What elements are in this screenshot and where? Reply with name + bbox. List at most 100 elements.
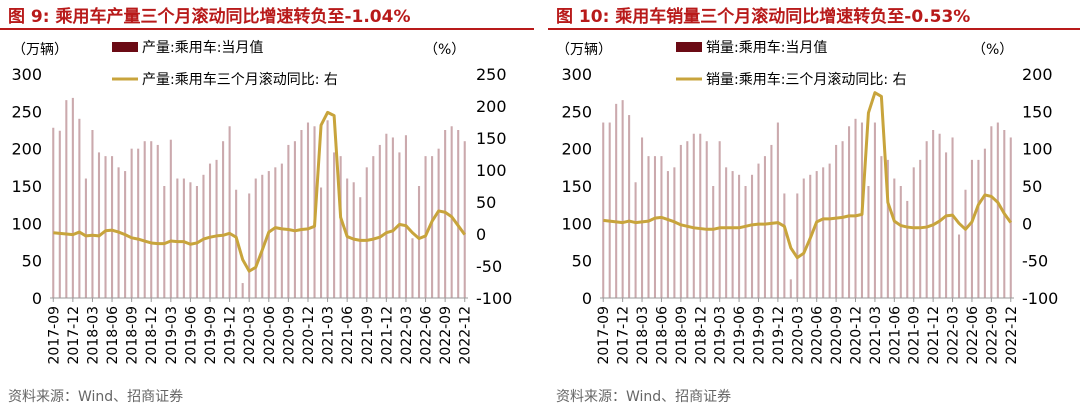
bar (222, 141, 225, 298)
x-tick-label: 2019-06 (732, 306, 748, 365)
bar (391, 137, 394, 298)
left-axis-tick-label: 0 (582, 289, 592, 308)
bar (776, 122, 779, 299)
bar (906, 200, 909, 298)
x-tick-label: 2020-09 (829, 306, 845, 365)
bar (796, 193, 799, 298)
chart-title: 图 10: 乘用车销量三个月滚动同比增速转负至-0.53% (556, 7, 971, 27)
bar (300, 130, 303, 298)
bar (254, 178, 257, 298)
right-axis-tick-label: -50 (1022, 252, 1048, 271)
bar (802, 178, 805, 298)
bar (52, 127, 55, 298)
bar (202, 174, 205, 298)
bar (990, 126, 993, 299)
bar (738, 174, 741, 298)
bar (725, 167, 728, 298)
bar (718, 141, 721, 298)
left-axis-tick-label: 200 (11, 140, 42, 159)
left-axis-tick-label: 100 (11, 214, 42, 233)
legend-bar-label: 产量:乘用车:当月值 (142, 39, 263, 56)
bar (647, 156, 650, 298)
bar (750, 174, 754, 298)
x-tick-label: 2020-03 (790, 306, 806, 365)
left-axis-tick-label: 50 (22, 252, 42, 271)
left-axis-tick-label: 150 (561, 177, 592, 196)
bar (306, 122, 310, 299)
x-tick-label: 2017-12 (616, 306, 632, 365)
left-axis-tick-label: 200 (561, 140, 592, 159)
right-axis-tick-label: 0 (476, 225, 486, 244)
bar (886, 159, 889, 298)
x-tick-label: 2019-12 (771, 306, 787, 365)
bar (208, 163, 212, 298)
bar (385, 133, 388, 298)
bar (235, 189, 238, 298)
bar (169, 139, 172, 298)
x-tick-label: 2021-03 (868, 306, 884, 365)
bar (274, 167, 277, 298)
x-tick-label: 2018-03 (635, 306, 651, 365)
bar (822, 167, 825, 298)
legend-bar-swatch (676, 42, 702, 52)
x-tick-label: 2019-09 (203, 306, 219, 365)
bar (1009, 137, 1012, 298)
bar (945, 152, 948, 298)
bar (835, 144, 838, 298)
bar (628, 115, 631, 298)
x-tick-label: 2018-06 (105, 306, 121, 365)
bar (130, 148, 133, 298)
x-tick-label: 2021-06 (887, 306, 903, 365)
x-tick-label: 2020-03 (242, 306, 258, 365)
bar (977, 159, 980, 298)
title-rule (548, 28, 1080, 30)
bar (104, 156, 107, 298)
bar (91, 130, 94, 298)
legend-line-label: 产量:乘用车三个月滚动同比: 右 (142, 71, 338, 88)
bar (848, 126, 851, 299)
x-tick-label: 2017-09 (596, 306, 612, 365)
right-axis-tick-label: 100 (476, 161, 507, 180)
x-tick-label: 2022-03 (946, 306, 962, 365)
right-axis-tick-label: 150 (476, 129, 507, 148)
legend-bar-label: 销量:乘用车:当月值 (706, 39, 827, 56)
x-tick-label: 2020-12 (301, 306, 317, 365)
bar (692, 133, 695, 298)
bar (615, 103, 618, 298)
bar (65, 100, 68, 298)
x-tick-label: 2019-12 (223, 306, 239, 365)
bar (653, 156, 657, 298)
left-axis-tick-label: 250 (561, 102, 592, 121)
bar (679, 144, 682, 298)
right-axis-tick-label: 50 (476, 193, 496, 212)
bar (608, 122, 611, 299)
right-axis-tick-label: 0 (1022, 214, 1032, 233)
bar (215, 159, 218, 298)
left-axis-unit: （万辆） (556, 42, 612, 58)
left-axis-tick-label: 150 (11, 177, 42, 196)
yoy-line (603, 91, 1012, 260)
bar (621, 100, 624, 298)
bar (287, 144, 290, 298)
bar (841, 141, 844, 298)
bar (111, 156, 114, 298)
left-axis-tick-label: 0 (32, 289, 42, 308)
x-tick-label: 2018-12 (693, 306, 709, 365)
right-axis-tick-label: 50 (1022, 177, 1042, 196)
bar (757, 163, 760, 298)
left-axis-tick-label: 50 (572, 252, 592, 271)
right-axis-tick-label: 200 (476, 97, 507, 116)
x-tick-label: 2021-06 (340, 306, 356, 365)
x-tick-label: 2018-03 (85, 306, 101, 365)
right-axis-unit: （%） (972, 42, 1013, 58)
bar (996, 122, 999, 299)
bar (156, 144, 159, 298)
bar (880, 156, 883, 298)
bar (326, 120, 329, 298)
bar (365, 167, 368, 298)
right-axis-tick-label: -50 (476, 257, 502, 276)
bar (893, 178, 896, 298)
bar (854, 118, 857, 298)
bar (641, 137, 644, 298)
bar (182, 178, 185, 298)
